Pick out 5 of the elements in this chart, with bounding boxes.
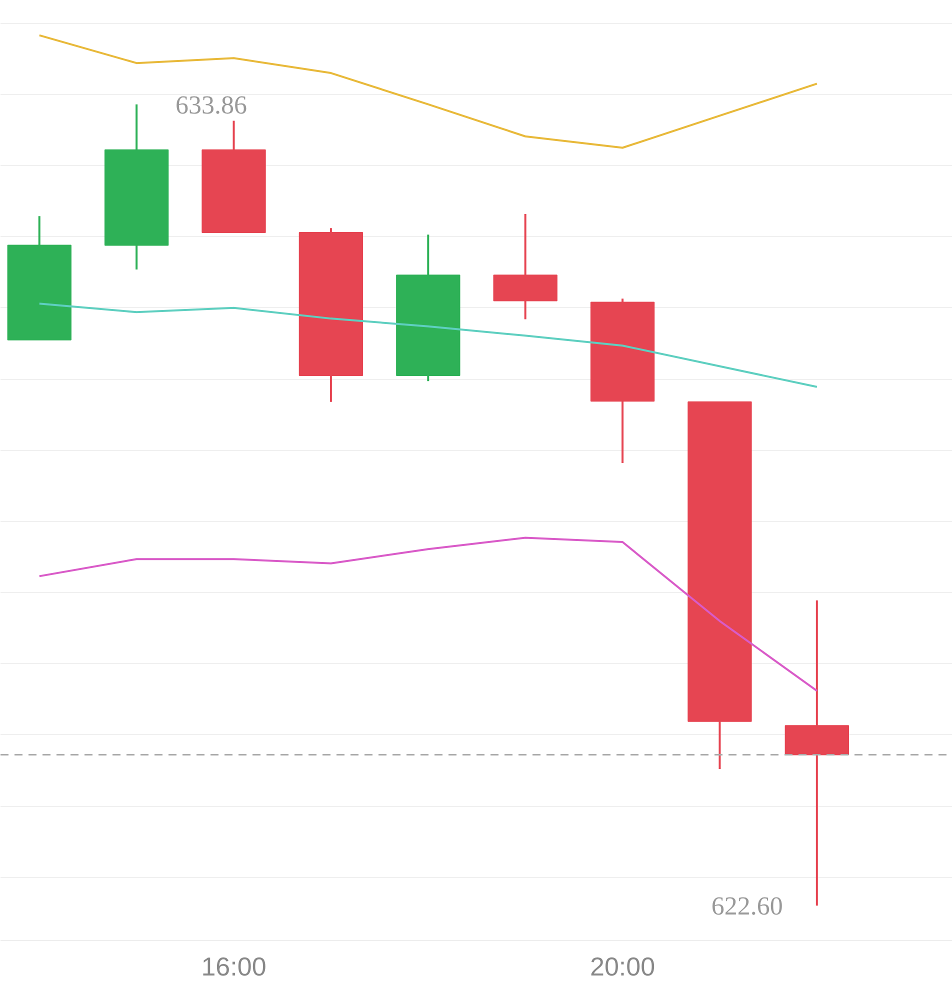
annotation: 633.86 [175, 90, 247, 120]
x-tick-label: 20:00 [590, 952, 656, 982]
annotation: 622.60 [711, 892, 783, 921]
x-tick-label: 16:00 [201, 952, 266, 982]
candlestick [784, 599, 850, 907]
